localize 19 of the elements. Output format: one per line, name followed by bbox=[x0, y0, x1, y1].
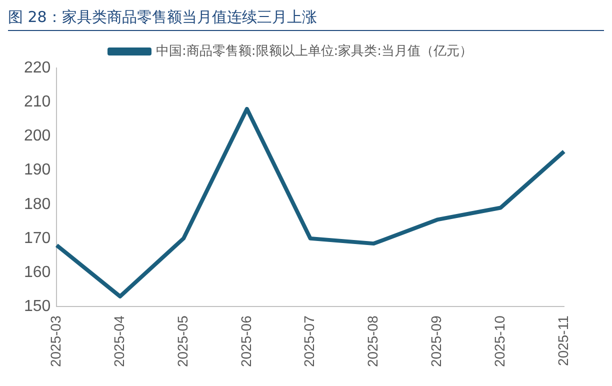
x-tick-label: 2025-04 bbox=[110, 315, 127, 368]
legend-label: 中国:商品零售额:限额以上单位:家具类:当月值（亿元） bbox=[156, 42, 473, 59]
y-tick-label: 220 bbox=[24, 59, 51, 76]
x-tick-label: 2025-03 bbox=[48, 315, 64, 368]
x-tick-label: 2025-10 bbox=[491, 315, 508, 368]
chart-title: 图 28：家具类商品零售额当月值连续三月上涨 bbox=[8, 8, 604, 31]
x-tick-label: 2025-06 bbox=[238, 315, 254, 368]
y-tick-label: 150 bbox=[24, 298, 51, 316]
y-tick-label: 170 bbox=[24, 230, 51, 247]
x-tick-label: 2025-05 bbox=[174, 315, 190, 368]
x-tick-label: 2025-09 bbox=[428, 315, 444, 368]
y-tick-label: 160 bbox=[24, 264, 51, 281]
y-tick-label: 200 bbox=[24, 128, 51, 145]
x-tick-label: 2025-11 bbox=[554, 315, 571, 366]
y-tick-label: 180 bbox=[24, 196, 51, 213]
y-tick-label: 210 bbox=[24, 93, 51, 110]
x-tick-label: 2025-07 bbox=[301, 315, 318, 368]
x-tick-label: 2025-08 bbox=[364, 315, 381, 368]
y-tick-label: 190 bbox=[24, 162, 51, 179]
